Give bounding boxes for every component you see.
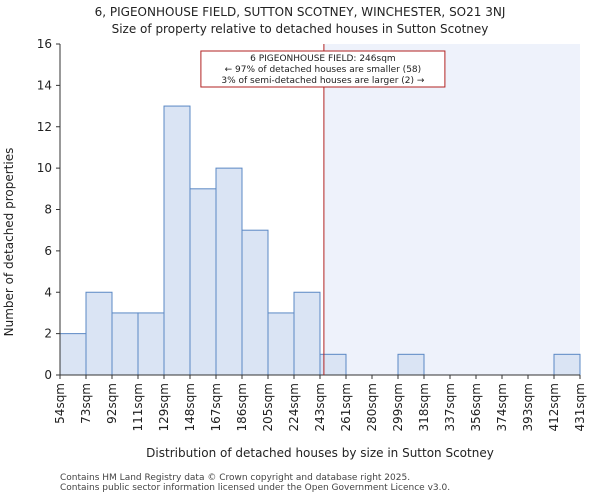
x-tick-label: 224sqm — [287, 383, 301, 431]
x-tick-label: 73sqm — [79, 383, 93, 424]
x-tick-label: 337sqm — [443, 383, 457, 431]
x-tick-label: 374sqm — [495, 383, 509, 431]
bar-111sqm — [137, 312, 165, 376]
annotation-box — [200, 50, 446, 88]
y-tick-label: 6 — [44, 244, 52, 258]
bar-129sqm — [163, 105, 191, 376]
x-tick-label: 431sqm — [573, 383, 587, 431]
x-tick-label: 243sqm — [313, 383, 327, 431]
bar-148sqm — [189, 188, 217, 376]
y-tick-label: 12 — [37, 120, 52, 134]
x-tick-label: 299sqm — [391, 383, 405, 431]
annotation-line: 6 PIGEONHOUSE FIELD: 246sqm — [250, 54, 396, 64]
y-tick-label: 10 — [37, 161, 52, 175]
x-tick-label: 111sqm — [131, 383, 145, 431]
x-tick-label: 129sqm — [157, 383, 171, 431]
x-tick-label: 412sqm — [547, 383, 561, 431]
bar-205sqm — [267, 312, 295, 376]
highlight-region — [323, 44, 580, 375]
bar-412sqm — [553, 353, 581, 376]
footer-copyright: Contains HM Land Registry data © Crown c… — [60, 473, 411, 483]
x-tick-label: 186sqm — [235, 383, 249, 431]
y-tick-label: 8 — [44, 203, 52, 217]
x-tick-label: 318sqm — [417, 383, 431, 431]
x-tick-label: 280sqm — [365, 383, 379, 431]
bar-92sqm — [111, 312, 139, 376]
x-tick-label: 54sqm — [53, 383, 67, 424]
chart-title: 6, PIGEONHOUSE FIELD, SUTTON SCOTNEY, WI… — [95, 5, 506, 19]
y-tick-label: 2 — [44, 327, 52, 341]
x-axis-label: Distribution of detached houses by size … — [146, 446, 494, 460]
footer-licence: Contains public sector information licen… — [60, 483, 451, 493]
y-tick-label: 4 — [44, 285, 52, 299]
bar-167sqm — [215, 167, 243, 376]
x-tick-label: 261sqm — [339, 383, 353, 431]
x-tick-label: 393sqm — [521, 383, 535, 431]
annotation-line: 3% of semi-detached houses are larger (2… — [221, 76, 425, 86]
bar-299sqm — [397, 353, 425, 376]
annotation-line: ← 97% of detached houses are smaller (58… — [225, 65, 422, 75]
bar-186sqm — [241, 229, 269, 376]
chart-subtitle: Size of property relative to detached ho… — [112, 22, 489, 36]
histogram-chart: 6, PIGEONHOUSE FIELD, SUTTON SCOTNEY, WI… — [2, 5, 587, 460]
y-axis-label: Number of detached properties — [2, 148, 16, 337]
x-tick-label: 205sqm — [261, 383, 275, 431]
bar-224sqm — [293, 291, 321, 376]
x-tick-label: 148sqm — [183, 383, 197, 431]
x-tick-label: 356sqm — [469, 383, 483, 431]
bar-54sqm — [59, 333, 87, 376]
x-tick-label: 92sqm — [105, 383, 119, 424]
x-tick-label: 167sqm — [209, 383, 223, 431]
y-tick-label: 0 — [44, 368, 52, 382]
y-tick-label: 16 — [37, 37, 52, 51]
bar-73sqm — [85, 291, 113, 376]
y-tick-label: 14 — [37, 78, 52, 92]
